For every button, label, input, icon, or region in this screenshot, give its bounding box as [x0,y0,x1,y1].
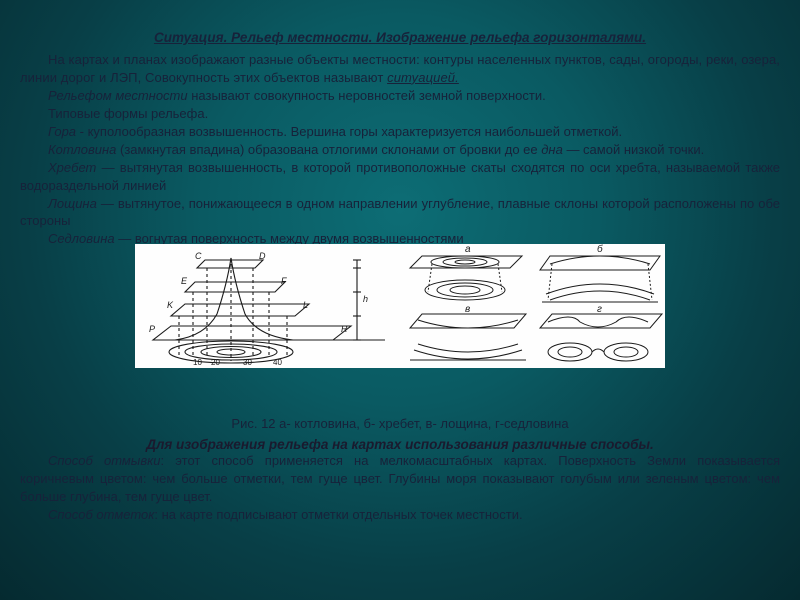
svg-text:а: а [465,244,471,255]
methods-title-text: Для изображения рельефа на картах исполь… [146,437,650,452]
figure-12: C D E F K L P R h 10 20 30 40 [135,244,665,368]
term-khrebet: Хребет [48,160,96,175]
svg-text:K: K [167,300,174,310]
svg-text:б: б [597,244,603,255]
term-relief: Рельефом местности [48,88,188,103]
svg-text:30: 30 [243,358,252,367]
text: . [650,437,654,452]
term-situation: ситуацией. [387,70,459,85]
figure-svg: C D E F K L P R h 10 20 30 40 [135,244,665,368]
slide-content: Ситуация. Рельеф местности. Изображение … [20,30,780,524]
paragraph-otmyvka: Способ отмывки: этот способ применяется … [20,452,780,506]
text: — самой низкой точки. [563,142,704,157]
svg-text:D: D [259,251,266,261]
figure-caption: Рис. 12 а- котловина, б- хребет, в- лощи… [20,416,780,431]
svg-text:10: 10 [193,358,202,367]
text: — вытянутое, понижающееся в одном направ… [20,196,780,229]
svg-text:E: E [181,276,188,286]
text: Типовые формы рельефа. [48,106,208,121]
svg-text:L: L [303,300,308,310]
term-dna: дна [541,142,563,157]
paragraph-intro: На картах и планах изображают разные объ… [20,51,780,87]
paragraph-gora: Гора - куполообразная возвышенность. Вер… [20,123,780,141]
figure-wrap: C D E F K L P R h 10 20 30 40 [20,244,780,368]
svg-text:40: 40 [273,358,282,367]
term-loschina: Лощина [48,196,97,211]
term-otmyvka: Способ отмывки [48,453,161,468]
methods-title: Для изображения рельефа на картах исполь… [20,437,780,452]
svg-text:20: 20 [211,358,220,367]
slide-title: Ситуация. Рельеф местности. Изображение … [20,30,780,45]
svg-text:г: г [597,304,602,315]
svg-text:в: в [465,304,470,315]
paragraph-otmetok: Способ отметок: на карте подписывают отм… [20,506,780,524]
term-gora: Гора [48,124,76,139]
text: : на карте подписывают отметки отдельных… [154,507,522,522]
paragraph-loschina: Лощина — вытянутое, понижающееся в одном… [20,195,780,231]
svg-text:h: h [363,294,368,304]
svg-text:F: F [281,276,287,286]
svg-text:C: C [195,251,202,261]
svg-text:P: P [149,324,155,334]
paragraph-kotlovina: Котловина (замкнутая впадина) образована… [20,141,780,159]
text: - куполообразная возвышенность. Вершина … [76,124,622,139]
paragraph-forms: Типовые формы рельефа. [20,105,780,123]
svg-text:R: R [341,324,348,334]
paragraph-khrebet: Хребет — вытянутая возвышенность, в кото… [20,159,780,195]
text: называют совокупность неровностей земной… [188,88,546,103]
term-kotlovina: Котловина [48,142,116,157]
text: — вытянутая возвышенность, в которой про… [20,160,780,193]
text: (замкнутая впадина) образована отлогими … [116,142,541,157]
paragraph-relief: Рельефом местности называют совокупность… [20,87,780,105]
term-otmetok: Способ отметок [48,507,154,522]
